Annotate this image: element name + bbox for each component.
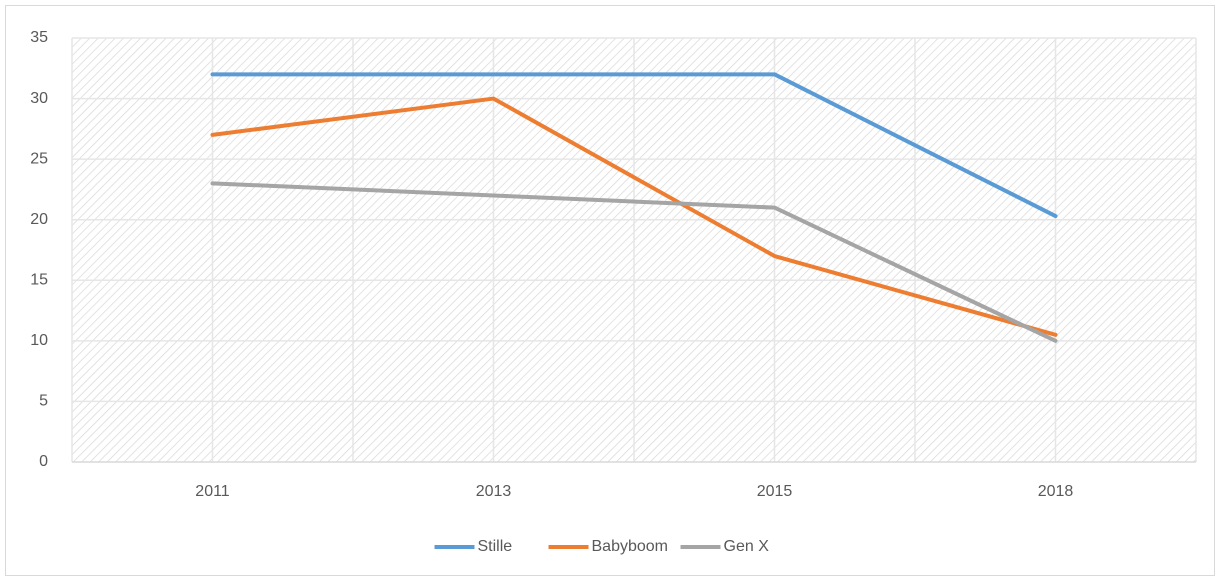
- y-tick-label: 5: [39, 393, 48, 410]
- x-tick-label: 2018: [1038, 483, 1074, 500]
- y-tick-label: 30: [30, 90, 48, 107]
- y-tick-label: 0: [39, 453, 48, 470]
- x-tick-label: 2013: [476, 483, 512, 500]
- legend-label: Gen X: [724, 538, 770, 555]
- y-tick-label: 35: [30, 29, 48, 46]
- y-tick-label: 25: [30, 150, 48, 167]
- series-line: [210, 72, 1058, 219]
- series-line: [210, 96, 1058, 337]
- x-tick-label: 2015: [757, 483, 793, 500]
- y-tick-label: 10: [30, 332, 48, 349]
- series-line: [210, 181, 1058, 343]
- y-tick-label: 20: [30, 211, 48, 228]
- legend-label: Stille: [478, 538, 513, 555]
- x-tick-label: 2011: [195, 483, 230, 500]
- y-tick-label: 15: [30, 272, 48, 289]
- legend-label: Babyboom: [592, 538, 669, 555]
